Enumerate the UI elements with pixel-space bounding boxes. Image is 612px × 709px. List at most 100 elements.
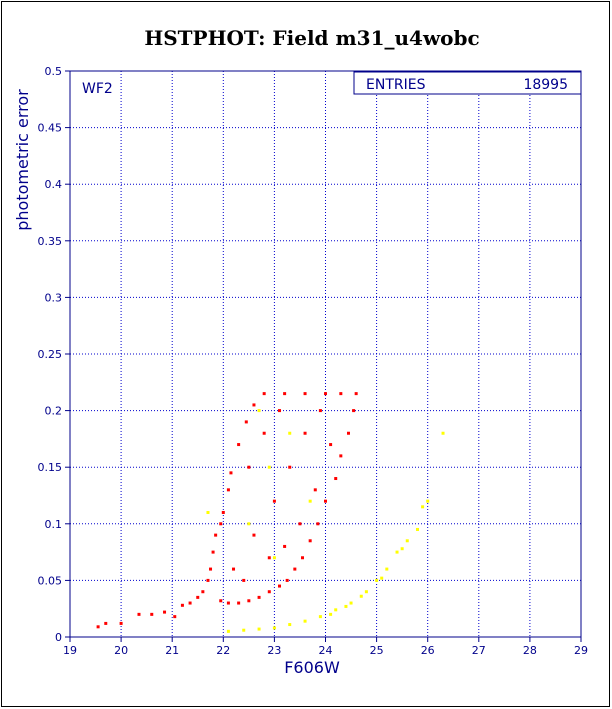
yellow-data-point — [334, 608, 338, 612]
yellow-data-point — [421, 505, 425, 509]
red-data-point — [252, 403, 256, 407]
yellow-data-point — [288, 623, 292, 627]
red-data-point — [278, 584, 282, 588]
points-layer — [96, 392, 445, 633]
stats-value: 18995 — [523, 77, 568, 93]
yellow-data-point — [308, 499, 312, 503]
red-data-point — [339, 454, 343, 458]
red-data-point — [173, 615, 177, 619]
chart-title: HSTPHOT: Field m31_u4wobc — [144, 26, 479, 50]
red-data-point — [237, 443, 241, 447]
red-data-point — [219, 599, 223, 603]
red-data-point — [334, 477, 338, 481]
x-tick-label: 28 — [523, 644, 537, 657]
red-data-point — [201, 590, 205, 594]
red-data-point — [247, 465, 251, 469]
red-data-point — [252, 533, 256, 537]
y-tick-label: 0.1 — [45, 518, 63, 531]
red-data-point — [272, 499, 276, 503]
yellow-data-point — [380, 576, 384, 580]
red-data-point — [209, 567, 213, 571]
stats-box: ENTRIES 18995 — [353, 71, 582, 95]
yellow-data-point — [441, 431, 445, 435]
red-data-point — [267, 590, 271, 594]
y-tick-label: 0.15 — [38, 461, 63, 474]
y-tick-label: 0.35 — [38, 235, 63, 248]
red-data-point — [257, 595, 261, 599]
y-tick-label: 0.5 — [45, 65, 63, 78]
red-data-point — [226, 488, 230, 492]
yellow-data-point — [257, 627, 261, 631]
red-data-point — [219, 522, 223, 526]
x-tick-label: 22 — [216, 644, 230, 657]
yellow-data-point — [426, 499, 430, 503]
yellow-data-point — [272, 626, 276, 630]
red-data-point — [303, 431, 307, 435]
red-data-point — [214, 533, 218, 537]
y-tick-label: 0.05 — [38, 574, 63, 587]
yellow-data-point — [206, 510, 210, 514]
x-tick-label: 27 — [472, 644, 486, 657]
red-data-point — [316, 522, 320, 526]
yellow-data-point — [247, 522, 251, 526]
red-data-point — [221, 510, 225, 514]
yellow-data-point — [272, 556, 276, 560]
y-tick-label: 0.3 — [45, 291, 63, 304]
yellow-data-point — [405, 539, 409, 543]
stats-label: ENTRIES — [366, 77, 426, 93]
red-data-point — [104, 621, 108, 625]
yellow-data-point — [318, 615, 322, 619]
y-tick-label: 0.2 — [45, 405, 63, 418]
red-data-point — [96, 625, 100, 629]
y-tick-label: 0 — [55, 631, 62, 644]
panel-label: WF2 — [82, 81, 113, 97]
red-data-point — [137, 612, 141, 616]
yellow-data-point — [400, 547, 404, 551]
red-data-point — [180, 603, 184, 607]
red-data-point — [242, 578, 246, 582]
x-tick-label: 24 — [319, 644, 333, 657]
red-data-point — [188, 601, 192, 605]
y-axis-label: photometric error — [13, 89, 32, 231]
red-data-point — [346, 431, 350, 435]
yellow-data-point — [385, 567, 389, 571]
red-data-point — [229, 471, 233, 475]
yellow-data-point — [257, 409, 261, 413]
red-data-point — [211, 550, 215, 554]
red-data-point — [293, 567, 297, 571]
yellow-data-point — [267, 465, 271, 469]
yellow-data-point — [395, 550, 399, 554]
yellow-data-point — [303, 619, 307, 623]
y-tick-label: 0.45 — [38, 122, 63, 135]
red-data-point — [354, 392, 358, 396]
yellow-data-point — [344, 604, 348, 608]
plot-border — [69, 70, 582, 638]
red-data-point — [267, 556, 271, 560]
red-data-point — [119, 621, 123, 625]
red-data-point — [285, 578, 289, 582]
yellow-data-point — [242, 628, 246, 632]
x-tick-label: 29 — [574, 644, 588, 657]
red-data-point — [329, 443, 333, 447]
red-data-point — [308, 539, 312, 543]
yellow-data-point — [375, 578, 379, 582]
red-data-point — [247, 599, 251, 603]
red-data-point — [324, 499, 327, 503]
red-data-point — [262, 431, 266, 435]
yellow-data-point — [415, 527, 419, 531]
red-data-point — [262, 392, 266, 396]
red-data-point — [303, 392, 307, 396]
grid-layer — [70, 71, 581, 637]
yellow-data-point — [226, 629, 230, 633]
red-data-point — [283, 392, 287, 396]
red-data-point — [301, 556, 305, 560]
y-tick-label: 0.4 — [45, 178, 63, 191]
red-data-point — [283, 544, 287, 548]
x-axis-label: F606W — [284, 658, 340, 677]
red-data-point — [298, 522, 302, 526]
red-data-point — [150, 612, 154, 616]
red-data-point — [232, 567, 236, 571]
red-data-point — [206, 578, 210, 582]
x-tick-label: 26 — [421, 644, 435, 657]
